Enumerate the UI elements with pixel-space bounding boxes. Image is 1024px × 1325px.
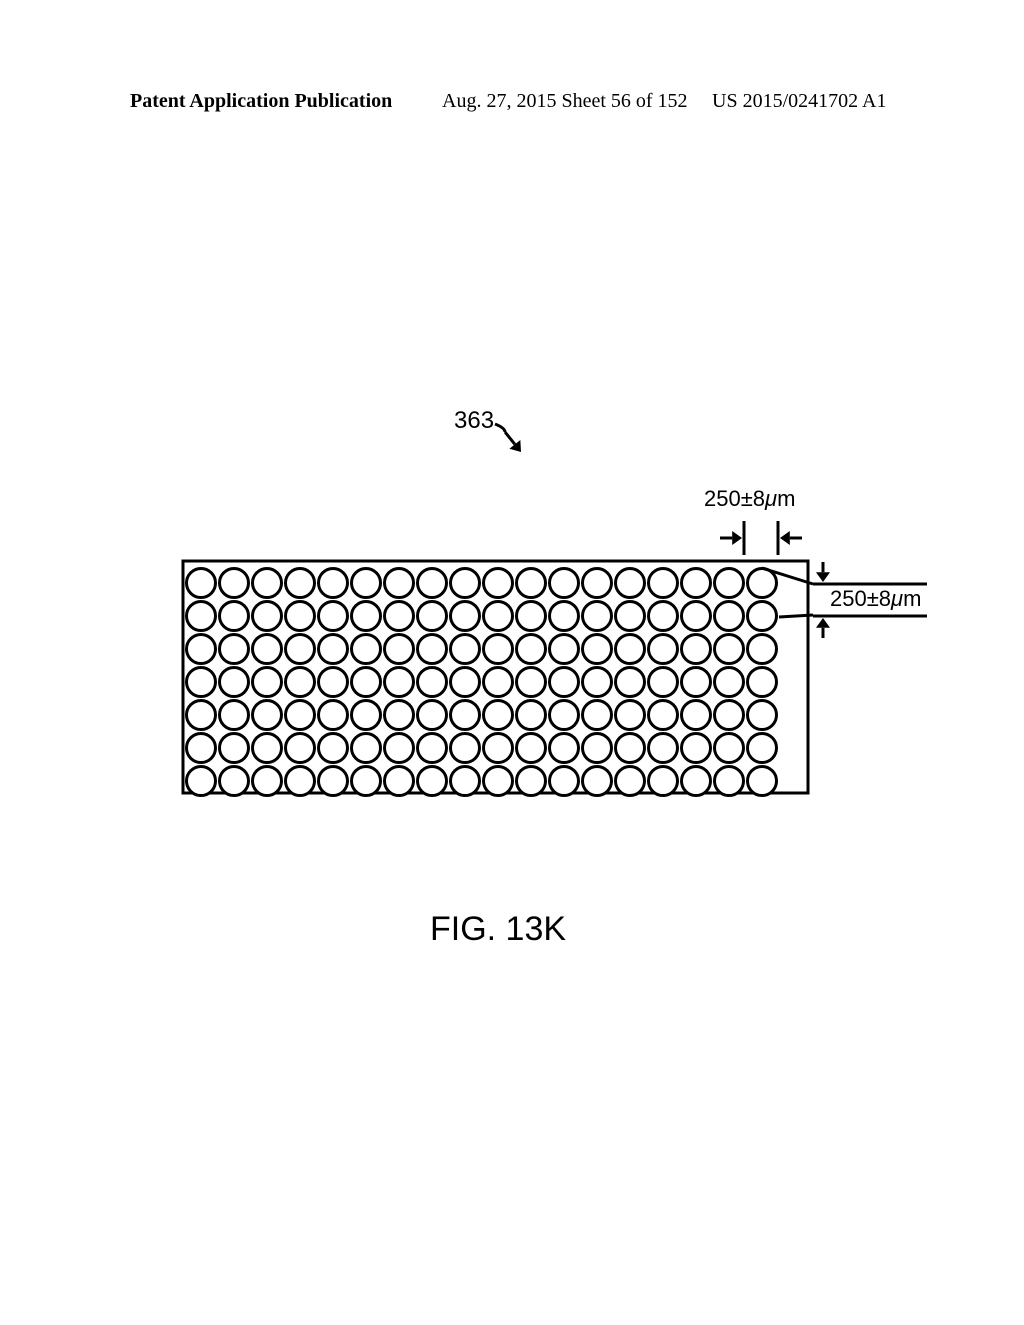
svg-text:363: 363 [454, 407, 494, 434]
patent-page: Patent Application Publication Aug. 27, … [0, 0, 1024, 1320]
figure-caption: FIG. 13K [430, 910, 566, 949]
svg-text:250±8μm: 250±8μm [830, 586, 921, 611]
figure-13k: 363 250±8μm 250±8μm [0, 0, 1024, 1325]
svg-text:250±8μm: 250±8μm [704, 486, 795, 511]
figure-svg: 363 250±8μm 250±8μm [0, 0, 1024, 1320]
